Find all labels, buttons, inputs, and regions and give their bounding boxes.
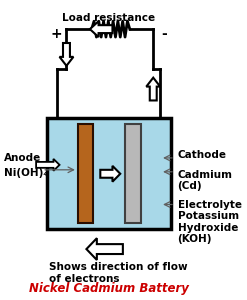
Bar: [46, 118, 171, 229]
Polygon shape: [100, 166, 120, 182]
Polygon shape: [60, 43, 73, 66]
Bar: [46, 118, 171, 229]
Polygon shape: [90, 21, 112, 37]
Text: Load resistance: Load resistance: [62, 13, 156, 23]
Bar: [78, 124, 93, 223]
Text: Electrolyte
Potassium
Hydroxide
(KOH): Electrolyte Potassium Hydroxide (KOH): [178, 200, 242, 244]
Text: Shows direction of flow
of electrons: Shows direction of flow of electrons: [49, 262, 188, 283]
Polygon shape: [36, 159, 60, 171]
Text: Ni(OH)₄: Ni(OH)₄: [4, 168, 48, 178]
Text: Cathode: Cathode: [178, 150, 226, 160]
Bar: [125, 124, 141, 223]
Polygon shape: [86, 238, 123, 260]
Text: Anode: Anode: [4, 153, 41, 163]
Text: +: +: [50, 27, 62, 41]
Text: Nickel Cadmium Battery: Nickel Cadmium Battery: [29, 282, 189, 295]
Text: -: -: [161, 27, 166, 41]
Text: Cadmium
(Cd): Cadmium (Cd): [178, 170, 232, 191]
Polygon shape: [146, 78, 160, 100]
